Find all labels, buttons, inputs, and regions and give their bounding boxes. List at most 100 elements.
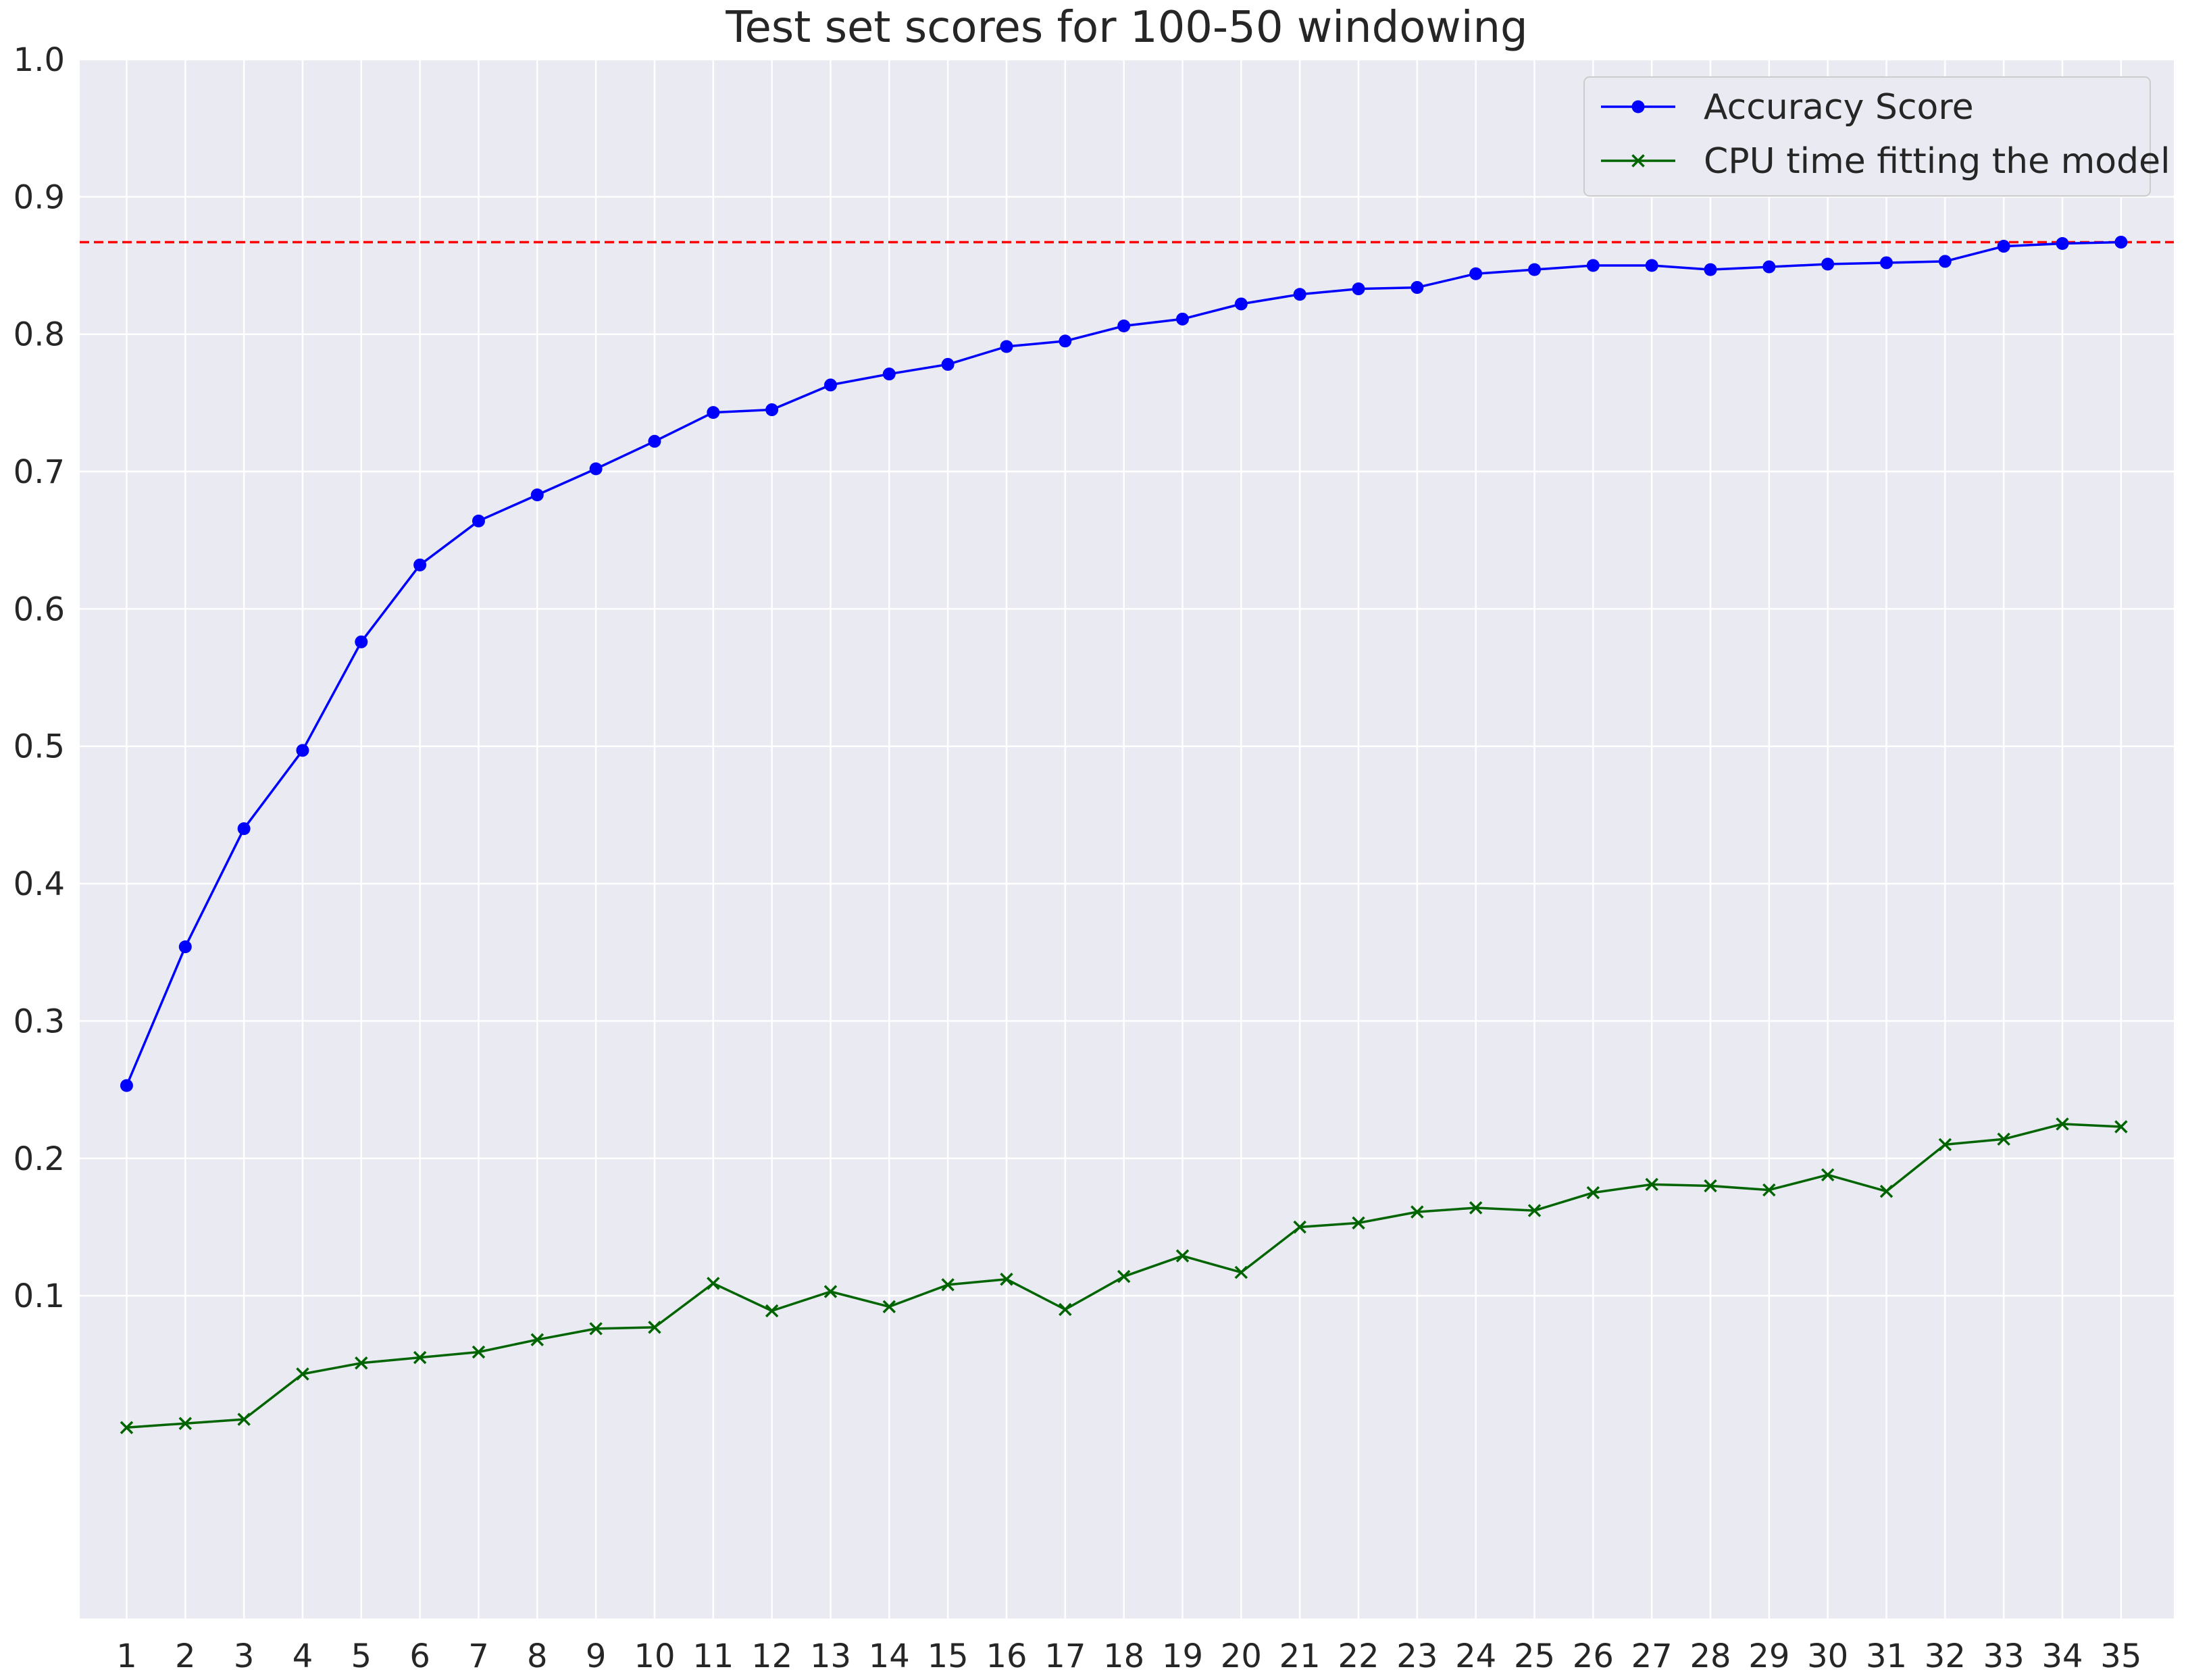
x-tick-label: 14: [869, 1637, 910, 1675]
data-point: [120, 1421, 134, 1435]
y-tick-label: 0.8: [14, 316, 65, 354]
x-tick-label: 29: [1748, 1637, 1789, 1675]
x-tick-label: 9: [586, 1637, 607, 1675]
x-tick-label: 30: [1807, 1637, 1848, 1675]
x-tick-label: 10: [634, 1637, 675, 1675]
data-point: [2114, 235, 2128, 249]
x-tick-label: 28: [1689, 1637, 1731, 1675]
x-tick-label: 15: [927, 1637, 969, 1675]
x-tick-label: 32: [1925, 1637, 1966, 1675]
y-tick-label: 0.9: [14, 178, 65, 216]
plot-area: [80, 59, 2174, 1619]
data-point: [1997, 240, 2010, 253]
data-point: [1762, 1183, 1776, 1197]
x-tick-label: 23: [1396, 1637, 1438, 1675]
chart-title: Test set scores for 100-50 windowing: [725, 3, 1527, 53]
data-point: [1879, 1184, 1893, 1198]
data-point: [823, 1285, 838, 1298]
x-tick-label: 27: [1631, 1637, 1673, 1675]
legend: Accuracy Score CPU time fitting the model: [1583, 76, 2170, 197]
x-tick-label: 17: [1044, 1637, 1086, 1675]
legend-box: [1583, 76, 2151, 197]
data-point: [823, 378, 837, 392]
data-point: [1762, 260, 1776, 274]
y-tick-label: 0.2: [14, 1140, 65, 1178]
data-point: [589, 462, 603, 476]
data-point: [882, 1300, 896, 1314]
data-point: [1821, 257, 1835, 271]
data-point: [882, 367, 896, 381]
data-point: [413, 1350, 427, 1365]
data-point: [296, 1367, 309, 1381]
data-point: [1528, 263, 1542, 276]
data-point: [413, 558, 427, 571]
data-point: [237, 1412, 251, 1426]
data-point: [178, 940, 192, 954]
data-point: [1175, 1249, 1190, 1263]
data-point: [1234, 297, 1248, 311]
data-point: [707, 1277, 720, 1290]
x-tick-label: 6: [409, 1637, 430, 1675]
x-tick-label: 24: [1455, 1637, 1496, 1675]
data-point: [2056, 236, 2069, 250]
data-point: [1938, 255, 1952, 268]
data-point: [1000, 1272, 1013, 1286]
x-tick-label: 4: [293, 1637, 313, 1675]
data-point: [1586, 1186, 1600, 1200]
data-point: [707, 406, 720, 419]
x-tick-label: 18: [1103, 1637, 1144, 1675]
data-point: [765, 403, 779, 417]
data-point: [120, 1079, 133, 1092]
data-point: [1293, 288, 1306, 301]
series-cpu-time: [120, 1117, 2128, 1435]
data-point: [1704, 1179, 1717, 1193]
data-point: [648, 434, 661, 448]
y-tick-label: 0.5: [14, 728, 65, 766]
data-point: [1117, 1269, 1131, 1283]
x-tick-label: 19: [1162, 1637, 1203, 1675]
data-point: [941, 1278, 955, 1292]
data-point: [1469, 1201, 1483, 1215]
data-point: [765, 1304, 779, 1318]
data-point: [355, 1356, 368, 1370]
data-point: [1293, 1220, 1306, 1234]
x-tick-label: 20: [1221, 1637, 1262, 1675]
y-tick-label: 0.1: [14, 1277, 65, 1315]
data-point: [1059, 1302, 1072, 1317]
x-tick-label: 12: [751, 1637, 792, 1675]
x-tick-label: 25: [1514, 1637, 1555, 1675]
x-tick-label: 33: [1983, 1637, 2025, 1675]
x-tick-label: 11: [692, 1637, 734, 1675]
x-tick-label: 31: [1866, 1637, 1907, 1675]
data-point: [1704, 263, 1717, 276]
data-point: [2056, 1117, 2069, 1131]
data-point: [530, 1333, 544, 1346]
data-point: [178, 1417, 193, 1430]
data-point: [1000, 340, 1013, 353]
data-point: [1631, 100, 1645, 113]
data-point: [472, 1345, 486, 1359]
data-point: [1410, 1205, 1424, 1219]
data-point: [530, 488, 544, 502]
data-point: [1880, 256, 1893, 270]
x-tick-label: 7: [468, 1637, 489, 1675]
y-tick-label: 0.6: [14, 590, 65, 628]
data-point: [589, 1322, 603, 1335]
y-tick-label: 0.7: [14, 453, 65, 491]
data-point: [648, 1321, 661, 1334]
data-point: [355, 635, 368, 648]
data-point: [1117, 319, 1131, 332]
x-tick-label: 21: [1279, 1637, 1321, 1675]
data-point: [1059, 334, 1072, 348]
x-tick-label: 16: [986, 1637, 1027, 1675]
data-point: [1352, 282, 1365, 296]
data-point: [1631, 154, 1645, 168]
data-point: [1586, 259, 1600, 272]
x-tick-label: 13: [810, 1637, 851, 1675]
data-point: [472, 514, 485, 528]
data-point: [1410, 281, 1424, 295]
x-tick-label: 2: [175, 1637, 196, 1675]
data-point: [1527, 1204, 1542, 1217]
data-point: [1645, 1177, 1658, 1192]
